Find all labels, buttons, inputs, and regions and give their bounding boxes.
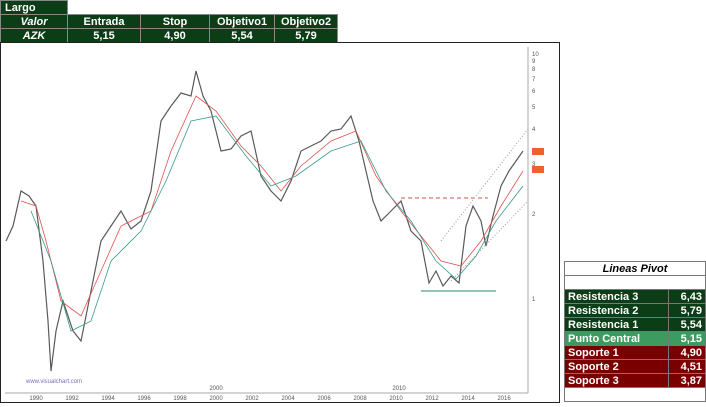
header-cell: Objetivo2 bbox=[274, 14, 338, 29]
x-label: 1996 bbox=[137, 396, 151, 402]
y-label: 10 bbox=[532, 52, 539, 58]
pivot-value: 4,90 bbox=[667, 345, 706, 360]
chart-frame: www.visualchart.com 1990 1992 1994 1996 1998… bbox=[0, 42, 560, 403]
pivot-value: 4,51 bbox=[667, 359, 706, 374]
spacer-row bbox=[564, 275, 706, 290]
price-chart: www.visualchart.com 1990 1992 1994 1996 1998… bbox=[5, 47, 544, 402]
price-line bbox=[5, 70, 524, 372]
watermark: www.visualchart.com bbox=[25, 379, 82, 385]
x-label: 1990 bbox=[29, 396, 43, 402]
x-label: 2014 bbox=[461, 396, 475, 402]
value-cell: 5,79 bbox=[274, 28, 338, 43]
pivot-label: Soporte 1 bbox=[564, 345, 669, 360]
y-label: 6 bbox=[532, 89, 536, 95]
price-marker bbox=[532, 148, 544, 155]
y-label: 1 bbox=[532, 297, 536, 303]
value-cell: 5,15 bbox=[67, 28, 141, 43]
header-cell: Entrada bbox=[67, 14, 141, 29]
y-label: 2 bbox=[532, 212, 536, 218]
header-cell: Stop bbox=[140, 14, 210, 29]
value-cell: AZK bbox=[0, 28, 68, 43]
x-label: 2000 bbox=[209, 396, 223, 402]
y-label: 5 bbox=[532, 105, 536, 111]
x-label: 1992 bbox=[65, 396, 79, 402]
pivot-title: Lineas Pivot bbox=[564, 261, 706, 276]
pivot-label: Resistencia 3 bbox=[564, 289, 669, 304]
x-label: 1998 bbox=[173, 396, 187, 402]
channel-line bbox=[440, 128, 529, 242]
moving-average bbox=[20, 95, 524, 317]
signal-table: Largo Valor Entrada Stop Objetivo1 Objet… bbox=[0, 0, 338, 43]
pivot-value: 6,43 bbox=[667, 289, 706, 304]
x-label: 2002 bbox=[245, 396, 259, 402]
channel-line bbox=[450, 200, 529, 282]
y-label: 7 bbox=[532, 77, 536, 83]
pivot-label: Soporte 3 bbox=[564, 373, 669, 388]
x-label: 2006 bbox=[317, 396, 331, 402]
x-label: 2012 bbox=[425, 396, 439, 402]
y-label: 4 bbox=[532, 127, 536, 133]
x-label: 2016 bbox=[497, 396, 511, 402]
pivot-label: Punto Central bbox=[564, 331, 669, 346]
decade-label: 2010 bbox=[392, 386, 406, 392]
pivot-table: Lineas Pivot Resistencia 3 6,43 Resistenci… bbox=[564, 261, 706, 402]
spacer-row bbox=[564, 387, 706, 402]
price-marker bbox=[532, 166, 544, 173]
moving-average bbox=[30, 115, 524, 332]
x-label: 2010 bbox=[389, 396, 403, 402]
pivot-label: Soporte 2 bbox=[564, 359, 669, 374]
pivot-value: 3,87 bbox=[667, 373, 706, 388]
value-cell: 4,90 bbox=[140, 28, 210, 43]
y-label: 9 bbox=[532, 59, 536, 65]
y-label: 8 bbox=[532, 67, 536, 73]
y-label: 3 bbox=[532, 162, 536, 168]
x-label: 2004 bbox=[281, 396, 295, 402]
pivot-value: 5,79 bbox=[667, 303, 706, 318]
header-cell: Objetivo1 bbox=[209, 14, 275, 29]
value-cell: 5,54 bbox=[209, 28, 275, 43]
pivot-value: 5,15 bbox=[667, 331, 706, 346]
decade-label: 2000 bbox=[209, 386, 223, 392]
x-label: 1994 bbox=[101, 396, 115, 402]
pivot-label: Resistencia 2 bbox=[564, 303, 669, 318]
pivot-label: Resistencia 1 bbox=[564, 317, 669, 332]
pivot-value: 5,54 bbox=[667, 317, 706, 332]
x-label: 2008 bbox=[353, 396, 367, 402]
signal-title: Largo bbox=[0, 0, 68, 15]
header-cell: Valor bbox=[0, 14, 68, 29]
